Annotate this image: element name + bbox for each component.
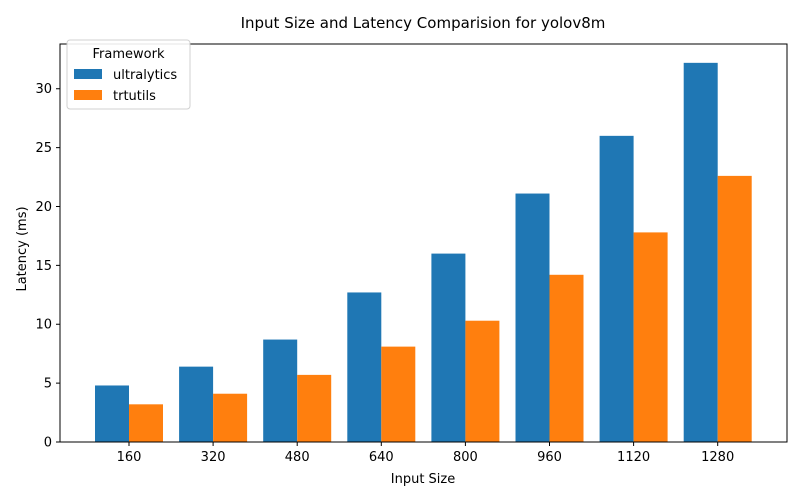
x-tick-label: 640: [369, 450, 394, 465]
plot-frame: [59, 43, 788, 443]
x-tick-label: 800: [453, 450, 478, 465]
bar-trtutils-320: [213, 393, 248, 442]
bar-ultralytics-160: [95, 385, 129, 442]
x-tick-label: 160: [117, 450, 142, 465]
y-tick-label: 5: [44, 377, 52, 392]
bar-trtutils-1280: [717, 175, 752, 442]
y-axis-label: Latency (ms): [15, 206, 30, 291]
x-tick-label: 960: [537, 450, 562, 465]
bar-trtutils-1120: [633, 232, 668, 442]
bar-ultralytics-480: [263, 339, 298, 442]
x-tick-label: 1280: [701, 450, 734, 465]
plot-area: 160 320 480 640 800 960 1120 1280 0 5 10 15 20 25 30: [35, 43, 788, 465]
bar-trtutils-640: [381, 346, 416, 442]
legend-swatch-ultralytics: [74, 69, 102, 79]
bar-ultralytics-640: [347, 292, 382, 442]
bar-trtutils-160: [129, 404, 163, 442]
bar-ultralytics-1280: [683, 62, 718, 442]
y-tick-label: 10: [35, 318, 52, 333]
y-tick-label: 15: [35, 259, 52, 274]
x-tick-label: 320: [201, 450, 226, 465]
bar-trtutils-960: [549, 274, 584, 442]
chart-title: Input Size and Latency Comparision for y…: [241, 14, 606, 32]
y-tick-label: 30: [35, 82, 52, 97]
x-tick-label: 1120: [617, 450, 650, 465]
legend: Framework ultralytics trtutils: [66, 39, 191, 110]
bar-ultralytics-960: [515, 193, 550, 442]
y-tick-label: 0: [44, 436, 52, 451]
x-tick-label: 480: [285, 450, 310, 465]
x-axis-label: Input Size: [391, 472, 455, 487]
y-tick-label: 20: [35, 200, 52, 215]
legend-swatch-trtutils: [74, 90, 102, 100]
bar-ultralytics-320: [179, 366, 214, 442]
bar-trtutils-480: [297, 374, 332, 442]
legend-label-trtutils: trtutils: [113, 89, 156, 104]
bar-ultralytics-800: [431, 253, 466, 442]
bar-ultralytics-1120: [599, 135, 634, 442]
bar-trtutils-800: [465, 320, 500, 442]
y-tick-label: 25: [35, 141, 52, 156]
legend-label-ultralytics: ultralytics: [113, 68, 177, 83]
legend-title: Framework: [93, 47, 165, 62]
